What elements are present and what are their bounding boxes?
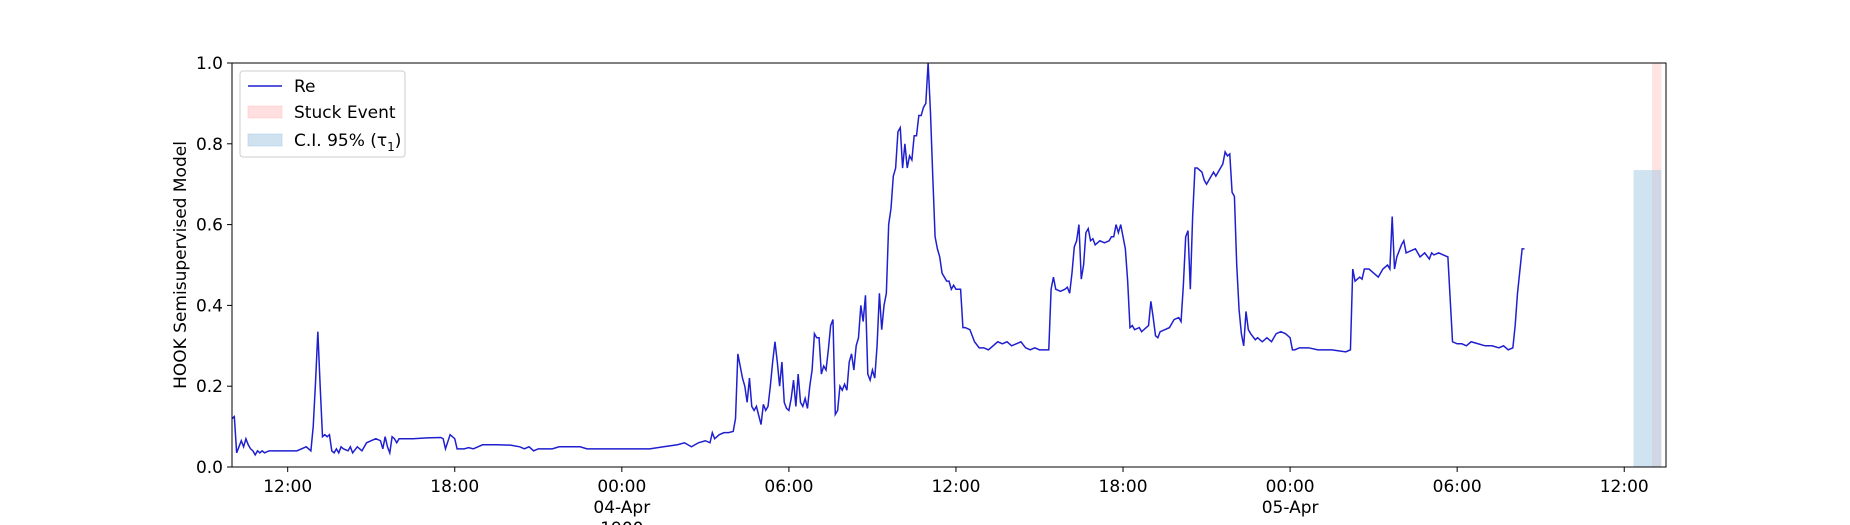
x-tick-label-line: 18:00: [1099, 477, 1148, 497]
y-tick-label: 0.8: [196, 135, 223, 155]
legend-label-ci95-text: C.I. 95% (τ: [294, 131, 387, 151]
x-tick-label-line: 06:00: [1433, 477, 1482, 497]
x-tick-label: 00:00 05-Apr: [1262, 477, 1319, 518]
legend-swatch-ci95: [247, 133, 283, 147]
shaded-region-1: [1633, 170, 1662, 467]
x-tick-label: 18:00: [1099, 477, 1148, 497]
legend-label-ci95-subscript: 1: [387, 140, 395, 154]
x-tick-label: 06:00: [1433, 477, 1482, 497]
y-tick-label: 0.4: [196, 296, 223, 316]
legend-label-re: Re: [294, 77, 316, 97]
x-tick-label-line: 06:00: [764, 477, 813, 497]
legend-label-ci95: C.I. 95% (τ1): [294, 131, 401, 154]
y-tick-label: 0.0: [196, 458, 223, 478]
legend: Re Stuck Event C.I. 95% (τ1): [239, 70, 406, 158]
x-tick-label: 06:00: [764, 477, 813, 497]
y-axis-label: HOOK Semisupervised Model: [171, 141, 191, 389]
plot-frame: [231, 62, 1667, 468]
shaded-regions: [1633, 63, 1662, 467]
x-tick-label-line: 18:00: [430, 477, 479, 497]
x-tick-label: 12:00: [263, 477, 312, 497]
x-tick-label: 18:00: [430, 477, 479, 497]
y-axis: 0.0 0.2 0.4 0.6 0.8 1.0: [196, 54, 232, 478]
x-tick-label-line: 00:00: [597, 477, 646, 497]
x-tick-label-line: 12:00: [263, 477, 312, 497]
legend-swatch-stuck-event: [247, 105, 283, 119]
x-tick-label-line: 05-Apr: [1262, 498, 1319, 518]
y-tick-label: 0.6: [196, 216, 223, 236]
series-line-re: [231, 62, 1525, 457]
x-tick-label-line: 04-Apr: [593, 498, 650, 518]
legend-label-stuck-event: Stuck Event: [294, 103, 396, 123]
x-axis: 12:0018:0000:0004-Apr190006:0012:0018:00…: [263, 467, 1649, 525]
x-tick-label-line: 1900: [600, 519, 643, 525]
legend-label-ci95-suffix: ): [395, 131, 402, 151]
x-tick-label-line: 12:00: [931, 477, 980, 497]
x-tick-label-line: 00:00: [1266, 477, 1315, 497]
x-tick-label: 12:00: [931, 477, 980, 497]
x-tick-label: 12:00: [1600, 477, 1649, 497]
y-tick-label: 1.0: [196, 54, 223, 74]
x-tick-label-line: 12:00: [1600, 477, 1649, 497]
y-tick-label: 0.2: [196, 377, 223, 397]
